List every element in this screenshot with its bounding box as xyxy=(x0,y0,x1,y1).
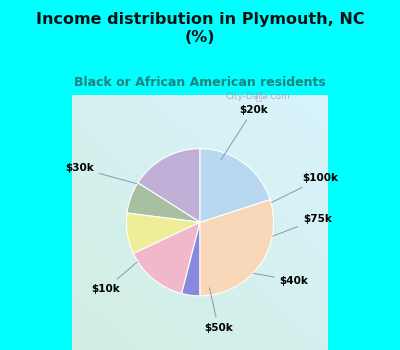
Text: $40k: $40k xyxy=(253,273,308,286)
Wedge shape xyxy=(126,213,200,254)
Text: Income distribution in Plymouth, NC
(%): Income distribution in Plymouth, NC (%) xyxy=(36,12,364,46)
Text: $50k: $50k xyxy=(204,288,233,332)
Text: $75k: $75k xyxy=(272,214,332,236)
Text: Black or African American residents: Black or African American residents xyxy=(74,76,326,90)
Wedge shape xyxy=(138,149,200,222)
Text: ⓘ: ⓘ xyxy=(256,92,262,103)
Wedge shape xyxy=(200,199,274,296)
Wedge shape xyxy=(182,222,200,296)
Wedge shape xyxy=(200,149,270,222)
Text: $100k: $100k xyxy=(272,173,338,203)
Text: $10k: $10k xyxy=(92,262,137,294)
Text: $20k: $20k xyxy=(221,105,268,160)
Text: City-Data.com: City-Data.com xyxy=(225,92,290,102)
Wedge shape xyxy=(127,183,200,222)
Text: $30k: $30k xyxy=(65,163,137,184)
Wedge shape xyxy=(134,222,200,294)
